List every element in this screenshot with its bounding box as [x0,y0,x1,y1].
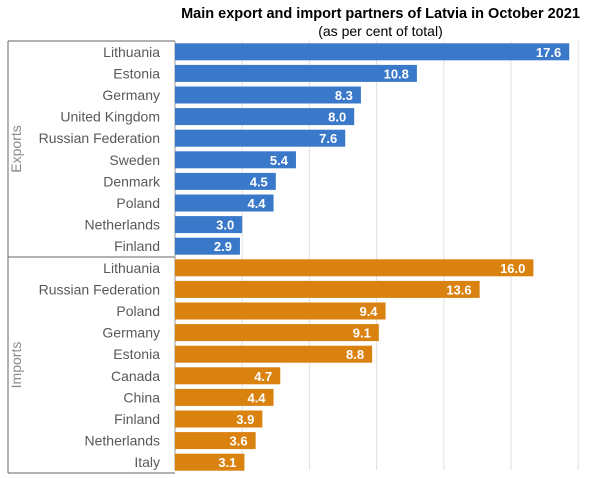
group-labels: Exports Imports [8,125,24,388]
data-label: 3.9 [236,412,254,427]
data-label: 4.7 [254,369,272,384]
data-label: 2.9 [214,239,232,254]
data-label: 8.8 [346,347,364,362]
category-label: Estonia [113,65,160,81]
category-labels: Lithuania Estonia Germany United Kingdom Rus… [39,44,161,470]
category-label: Germany [102,325,160,341]
data-label: 10.8 [384,66,409,81]
data-labels: 17.6 10.8 8.3 8.0 7.6 5.44.5 4.4 3.0 2.9 16.0 13.6… [214,45,561,470]
bar-imports-italy [175,453,245,471]
group-frame [7,40,176,474]
bar-exports-germany [175,86,361,104]
chart-subtitle: (as per cent of total) [318,23,443,39]
bar-imports-canada [175,367,281,385]
bar-exports-finland [175,237,240,255]
data-label: 9.4 [359,304,378,319]
bar-imports-poland [175,302,386,320]
data-label: 3.6 [230,434,248,449]
bar-exports-denmark [175,172,276,190]
data-label: 8.3 [335,88,353,103]
data-label: 4.4 [247,196,266,211]
category-label: Lithuania [103,260,160,276]
bars [175,43,570,471]
category-label: Finland [114,238,160,254]
bar-exports-sweden [175,151,296,169]
data-label: 8.0 [328,110,346,125]
category-label: Estonia [113,346,160,362]
bar-exports-estonia [175,64,417,82]
category-label: Denmark [103,173,161,189]
bar-imports-netherlands [175,432,256,450]
data-label: 9.1 [353,326,371,341]
bar-exports-poland [175,194,274,212]
category-label: Germany [102,87,160,103]
data-label: 3.0 [216,218,234,233]
category-label: Canada [111,368,160,384]
category-label: China [123,389,160,405]
category-label: Netherlands [85,217,161,233]
data-label: 4.4 [247,390,266,405]
bar-imports-estonia [175,345,373,363]
category-label: Sweden [109,152,160,168]
bar-imports-germany [175,324,379,342]
data-label: 4.5 [250,174,268,189]
category-label: Finland [114,411,160,427]
bar-imports-lithuania [175,259,534,277]
bar-exports-lithuania [175,43,570,61]
category-label: Russian Federation [39,281,160,297]
data-label: 7.6 [319,131,337,146]
data-label: 16.0 [500,261,525,276]
category-label: Russian Federation [39,130,160,146]
data-label: 13.6 [446,282,471,297]
category-label: United Kingdom [60,109,160,125]
category-label: Netherlands [85,433,161,449]
data-label: 3.1 [218,455,236,470]
chart-title: Main export and import partners of Latvi… [181,6,580,22]
data-label: 17.6 [536,45,561,60]
gridlines [241,41,579,470]
group-label-imports: Imports [8,342,24,389]
bar-imports-finland [175,410,263,428]
category-label: Poland [116,195,160,211]
category-label: Lithuania [103,44,160,60]
bar-exports-russian-federation [175,129,346,147]
category-label: Italy [134,454,160,470]
group-label-exports: Exports [8,125,24,172]
bar-imports-russian-federation [175,280,480,298]
bar-exports-netherlands [175,216,243,234]
bar-exports-united-kingdom [175,108,355,126]
category-label: Poland [116,303,160,319]
data-label: 5.4 [270,153,289,168]
bar-imports-china [175,388,274,406]
